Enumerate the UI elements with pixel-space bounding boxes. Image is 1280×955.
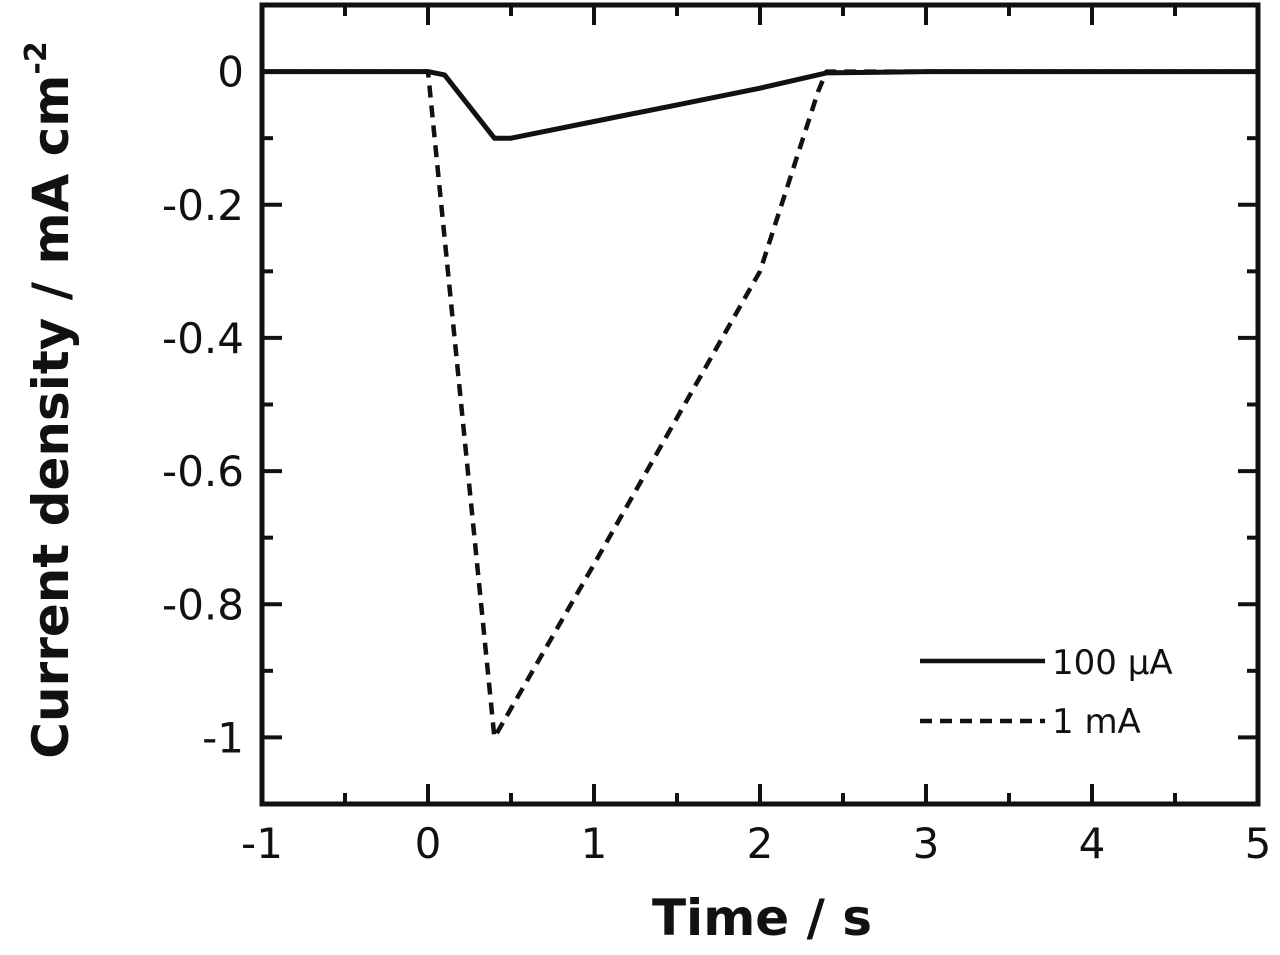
y-tick-label: -0.6 (162, 447, 244, 496)
plot-frame (259, 2, 1261, 807)
x-tick-label: 1 (581, 819, 608, 868)
y-tick-label: 0 (217, 48, 244, 97)
series-line-1ma (262, 69, 1258, 740)
y-axis-title-main: Current density / mA cm (22, 75, 80, 759)
y-tick-label: -0.8 (162, 580, 244, 629)
x-tick-label: 3 (913, 819, 940, 868)
y-axis-title: Current density / mA cm-2 (19, 41, 80, 758)
y-tick-label: -0.4 (162, 314, 244, 363)
y-tick-label: -1 (202, 713, 244, 762)
x-tick-label: -1 (241, 819, 283, 868)
x-tick-label: 2 (747, 819, 774, 868)
legend: 100 µA 1 mA (920, 643, 1173, 742)
x-tick-label: 4 (1079, 819, 1106, 868)
ticks-layer (260, 5, 1260, 804)
x-tick-label: 5 (1245, 819, 1272, 868)
series-layer (262, 69, 1258, 740)
series-line-100ua (262, 69, 1258, 141)
x-axis-title: Time / s (652, 889, 872, 947)
x-tick-label: 0 (415, 819, 442, 868)
legend-label-1ma: 1 mA (1052, 702, 1141, 742)
y-tick-label: -0.2 (162, 181, 244, 230)
y-axis-title-superscript: -2 (19, 41, 54, 74)
labels-layer: -1 0 1 2 3 4 5 0 -0.2 -0.4 -0.6 -0.8 -1 (162, 48, 1271, 868)
legend-label-100ua: 100 µA (1052, 643, 1173, 683)
